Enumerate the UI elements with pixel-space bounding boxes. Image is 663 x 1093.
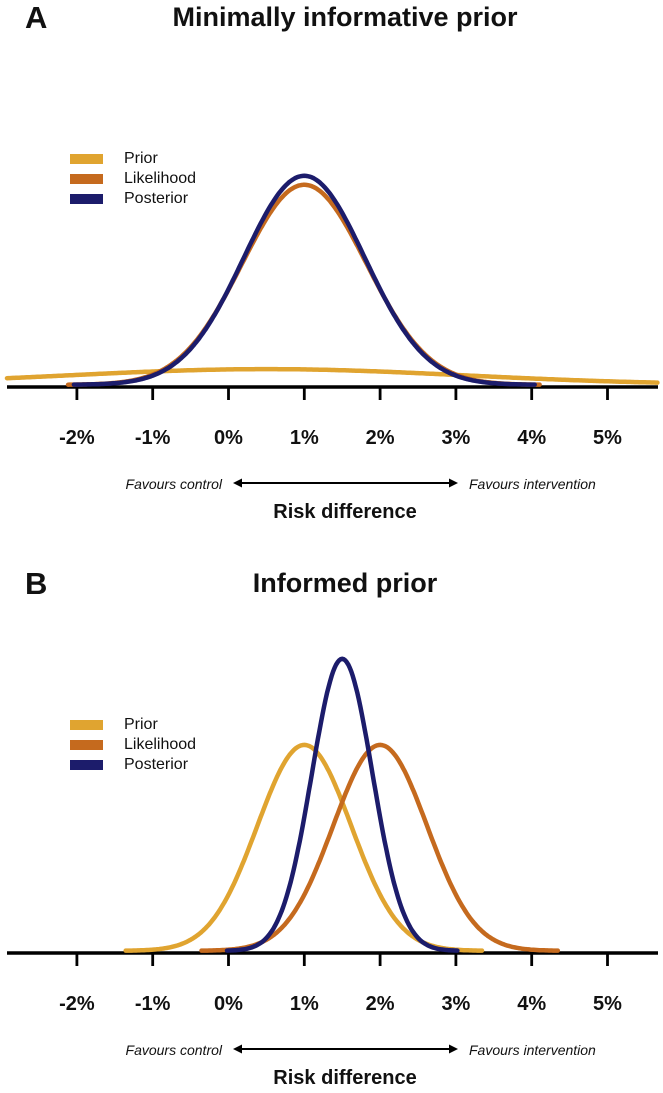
panel-b-legend: Prior Likelihood Posterior	[70, 715, 196, 775]
legend-label-likelihood: Likelihood	[124, 736, 197, 753]
legend-item-posterior: Posterior	[70, 189, 196, 209]
x-tick-label-4pct: 4%	[517, 993, 547, 1015]
likelihood-density-curve	[199, 742, 561, 953]
legend-item-prior: Prior	[70, 715, 196, 735]
x-tick-label-1pct: 1%	[289, 427, 319, 449]
x-tick-label--1pct: -1%	[134, 427, 171, 449]
posterior-color-swatch	[70, 194, 103, 204]
favours-intervention-label: Favours intervention	[469, 1042, 596, 1058]
prior-density-curve	[123, 742, 485, 953]
legend-label-likelihood: Likelihood	[124, 170, 197, 187]
prior-color-swatch	[70, 154, 103, 164]
x-tick-label--2pct: -2%	[59, 993, 95, 1015]
prior-color-swatch	[70, 720, 103, 730]
x-tick-label-5pct: 5%	[593, 427, 622, 449]
panel-a-label: A	[25, 0, 48, 35]
likelihood-density-curve	[65, 182, 542, 387]
likelihood-color-swatch	[70, 174, 103, 184]
x-tick-label--2pct: -2%	[59, 427, 95, 449]
x-tick-label-0pct: 0%	[214, 427, 243, 449]
posterior-density-curve	[224, 656, 460, 953]
x-tick-label-2pct: 2%	[365, 427, 395, 449]
panel-a-x-axis-title: Risk difference	[273, 501, 417, 523]
legend-label-posterior: Posterior	[124, 190, 189, 207]
legend-item-likelihood: Likelihood	[70, 169, 196, 189]
favours-control-label: Favours control	[125, 1042, 222, 1058]
panel-b: B Informed prior Prior Likelihood Posterio…	[0, 566, 663, 1093]
legend-item-prior: Prior	[70, 149, 196, 169]
prior-density-curve	[4, 366, 660, 385]
panel-a: A Minimally informative prior Prior Likel…	[4, 0, 660, 523]
favours-intervention-label: Favours intervention	[469, 476, 596, 492]
panel-b-label: B	[25, 566, 48, 601]
favours-control-label: Favours control	[125, 476, 222, 492]
legend-item-likelihood: Likelihood	[70, 735, 196, 755]
x-tick-label-5pct: 5%	[593, 993, 622, 1015]
x-tick-label-3pct: 3%	[441, 427, 471, 449]
favours-direction-arrow	[233, 1044, 458, 1054]
legend-item-posterior: Posterior	[70, 755, 196, 775]
panel-b-title: Informed prior	[252, 568, 438, 598]
panel-b-plot-canvas	[7, 656, 658, 1054]
x-tick-label--1pct: -1%	[134, 993, 171, 1015]
x-tick-label-2pct: 2%	[365, 993, 395, 1015]
favours-direction-arrow	[233, 478, 458, 488]
panel-b-x-axis-title: Risk difference	[273, 1067, 417, 1089]
x-tick-label-1pct: 1%	[289, 993, 319, 1015]
x-tick-label-4pct: 4%	[517, 427, 547, 449]
panel-a-title: Minimally informative prior	[172, 2, 518, 32]
likelihood-color-swatch	[70, 740, 103, 750]
legend-label-posterior: Posterior	[124, 756, 189, 773]
x-tick-label-3pct: 3%	[441, 993, 471, 1015]
posterior-color-swatch	[70, 760, 103, 770]
panel-a-legend: Prior Likelihood Posterior	[70, 149, 196, 209]
legend-label-prior: Prior	[124, 150, 158, 167]
x-tick-label-0pct: 0%	[214, 993, 243, 1015]
legend-label-prior: Prior	[124, 716, 158, 733]
